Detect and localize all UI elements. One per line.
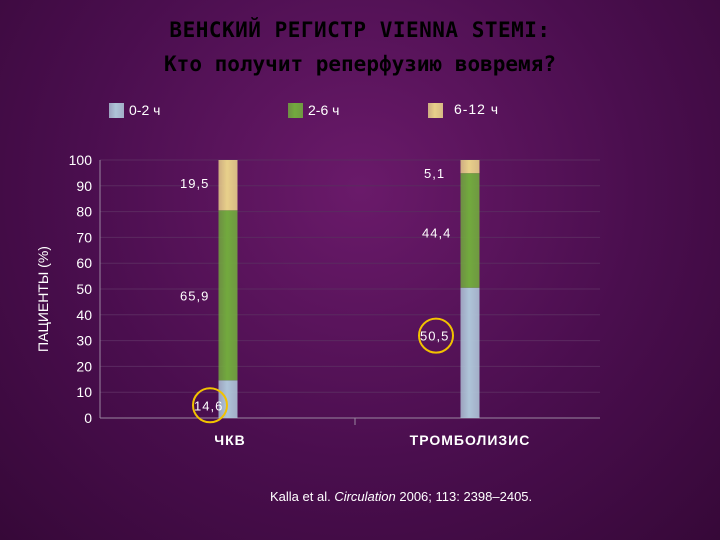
y-tick-label-50: 50 [76,281,92,297]
y-axis-label: ПАЦИЕНТЫ (%) [35,246,51,352]
category-label-1: ТРОМБОЛИЗИС [410,432,531,448]
y-tick-label-70: 70 [76,229,92,245]
highlight-circle-0 [192,387,228,424]
y-tick-label-90: 90 [76,178,92,194]
y-tick-label-0: 0 [84,410,92,426]
data-label-0-0: 14,6 [194,398,223,413]
y-tick-label-100: 100 [69,152,93,168]
title-line-1: ВЕНСКИЙ РЕГИСТР VIENNA STEMI: [169,18,551,42]
citation-details: 2006; 113: 2398–2405. [395,489,533,504]
y-tick-label-60: 60 [76,255,92,271]
citation-journal: Circulation [334,489,396,504]
bar-0-0 [218,380,238,418]
category-label-0: ЧКВ [214,432,246,448]
data-label-1-2: 5,1 [424,166,445,181]
y-tick-label-80: 80 [76,204,92,220]
legend-swatch-1 [288,103,303,118]
legend-swatch-0 [109,103,124,118]
bar-1-2 [460,160,480,174]
citation-authors: Kalla et al. [270,489,335,504]
bar-1-0 [460,287,480,418]
highlight-circle-1 [418,317,454,354]
data-label-0-1: 65,9 [180,288,209,303]
y-tick-label-20: 20 [76,358,92,374]
data-label-1-1: 44,4 [422,225,451,240]
legend-label-1: 2-6 ч [308,102,339,118]
y-tick-label-40: 40 [76,307,92,323]
title-line-2: Кто получит реперфузию вовремя? [164,52,556,76]
data-label-1-0: 50,5 [420,329,449,344]
bar-0-2 [218,160,238,211]
data-label-0-2: 19,5 [180,176,209,191]
legend-swatch-2 [428,103,443,118]
y-tick-label-30: 30 [76,333,92,349]
citation: Kalla et al. Circulation 2006; 113: 2398… [270,489,532,504]
y-tick-label-10: 10 [76,384,92,400]
legend-label-2: 6-12 ч [454,101,498,117]
bar-1-1 [460,173,480,288]
bar-0-1 [218,210,238,381]
legend-label-0: 0-2 ч [129,102,160,118]
